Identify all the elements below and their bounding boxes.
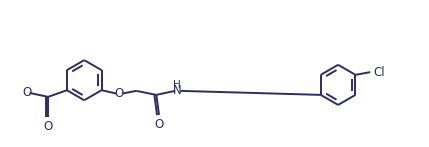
- Text: N: N: [173, 84, 181, 97]
- Text: Cl: Cl: [374, 66, 385, 79]
- Text: O: O: [114, 87, 124, 100]
- Text: O: O: [154, 118, 163, 131]
- Text: H: H: [173, 80, 181, 90]
- Text: O: O: [22, 86, 31, 99]
- Text: O: O: [43, 120, 53, 133]
